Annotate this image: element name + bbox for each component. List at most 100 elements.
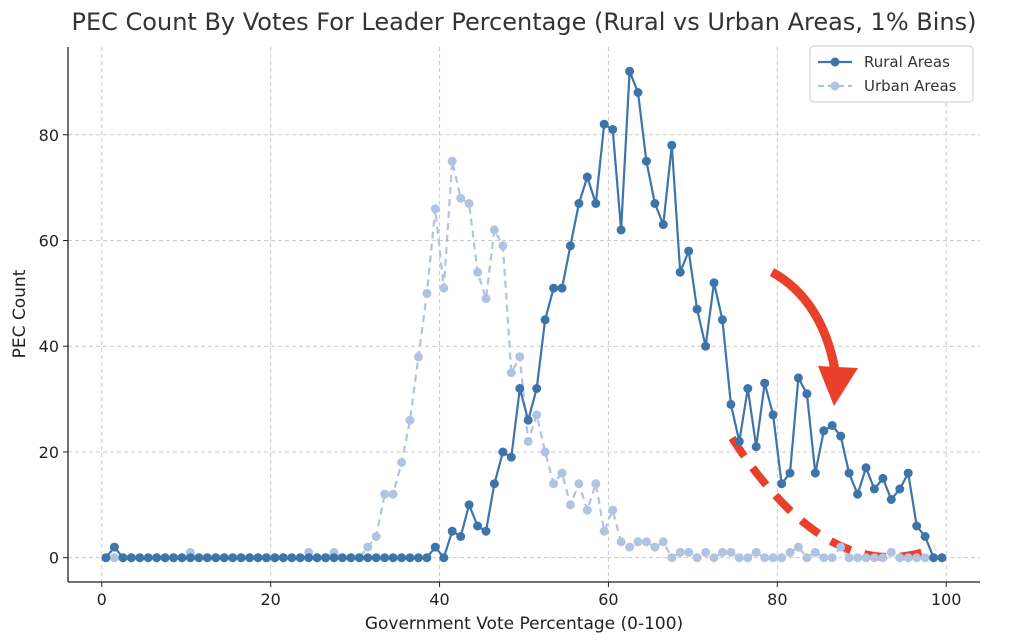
data-point: [397, 553, 407, 563]
data-point: [886, 547, 896, 557]
data-point: [152, 553, 162, 563]
data-point: [726, 399, 736, 409]
data-point: [785, 547, 795, 557]
data-point: [422, 553, 432, 563]
legend: Rural Areas Urban Areas: [809, 45, 974, 103]
data-point: [363, 553, 373, 563]
data-point: [329, 553, 339, 563]
data-point: [236, 553, 246, 563]
data-point: [422, 288, 432, 298]
data-point: [853, 489, 863, 499]
data-point: [582, 172, 592, 182]
data-point: [430, 542, 440, 552]
data-point: [397, 458, 407, 467]
legend-rural-label: Rural Areas: [864, 53, 950, 71]
data-point: [574, 479, 584, 489]
data-point: [447, 156, 457, 166]
data-point: [701, 341, 711, 351]
data-point: [709, 553, 719, 563]
y-tick-label: 80: [39, 126, 59, 145]
data-point: [549, 479, 559, 489]
data-point: [684, 547, 694, 557]
data-point: [920, 553, 930, 563]
data-point: [599, 526, 609, 536]
data-point: [489, 479, 499, 489]
data-point: [844, 553, 854, 563]
data-point: [895, 484, 905, 494]
data-point: [675, 547, 685, 557]
data-point: [413, 352, 423, 362]
data-point: [827, 553, 837, 563]
data-point: [793, 542, 803, 552]
data-point: [228, 553, 238, 563]
data-point: [802, 389, 812, 399]
data-point: [143, 553, 153, 563]
data-point: [641, 156, 651, 166]
data-point: [109, 553, 119, 563]
data-point: [920, 532, 930, 541]
data-point: [135, 553, 145, 563]
data-point: [608, 505, 618, 515]
data-point: [591, 479, 601, 489]
data-point: [701, 547, 711, 557]
data-point: [734, 553, 744, 563]
data-point: [219, 553, 229, 563]
data-point: [565, 241, 575, 251]
data-point: [768, 410, 778, 420]
data-point: [565, 500, 575, 510]
data-point: [456, 532, 466, 541]
data-point: [346, 553, 356, 563]
data-point: [498, 241, 508, 251]
data-point: [473, 267, 483, 277]
data-point: [515, 384, 525, 393]
data-point: [599, 119, 609, 129]
data-point: [777, 553, 787, 563]
data-point: [473, 521, 483, 531]
data-point: [591, 199, 601, 208]
data-point: [371, 553, 381, 563]
series-line: [106, 160, 942, 559]
data-point: [506, 452, 516, 462]
data-point: [929, 553, 939, 563]
data-point: [760, 378, 770, 388]
data-point: [523, 415, 533, 425]
data-point: [861, 553, 871, 563]
x-tick-label: 60: [598, 590, 618, 609]
data-point: [658, 537, 668, 547]
y-tick-label: 20: [39, 443, 59, 462]
data-point: [827, 421, 837, 430]
data-point: [405, 415, 415, 425]
data-point: [312, 553, 322, 563]
data-point: [726, 547, 736, 557]
data-point: [760, 553, 770, 563]
data-point: [464, 500, 474, 510]
data-point: [937, 553, 947, 563]
x-tick-label: 100: [931, 590, 962, 609]
data-point: [118, 553, 128, 563]
data-point: [261, 553, 271, 563]
data-point: [667, 140, 677, 150]
data-point: [717, 547, 727, 557]
data-point: [540, 447, 550, 457]
data-point: [540, 315, 550, 325]
data-point: [608, 125, 618, 134]
data-point: [337, 553, 347, 563]
data-point: [650, 542, 660, 552]
x-tick-label: 20: [260, 590, 280, 609]
y-tick-label: 60: [39, 231, 59, 250]
data-point: [160, 553, 170, 563]
annotation-arrow-head: [818, 366, 858, 406]
data-point: [202, 553, 212, 563]
data-point: [751, 442, 761, 452]
series-rural-areas: [101, 66, 947, 563]
data-point: [439, 283, 449, 293]
data-point: [481, 294, 491, 304]
data-point: [616, 225, 626, 235]
data-point: [481, 526, 491, 536]
data-point: [177, 553, 187, 563]
data-point: [380, 489, 390, 499]
legend-rural-marker: [830, 57, 840, 67]
data-point: [388, 489, 398, 499]
data-point: [895, 553, 905, 563]
data-point: [692, 304, 702, 314]
